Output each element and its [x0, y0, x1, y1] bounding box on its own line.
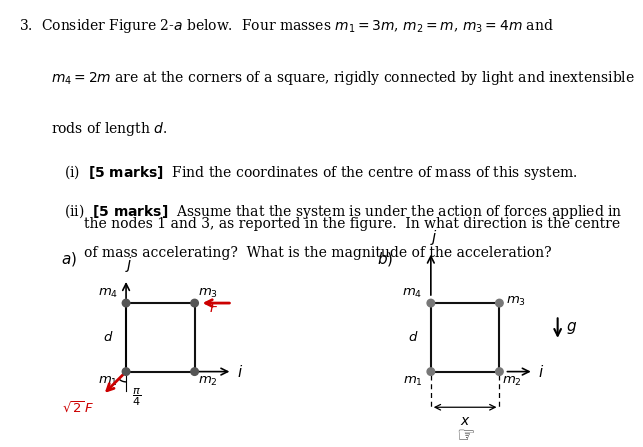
Text: $\sqrt{2}\,F$: $\sqrt{2}\,F$ [62, 401, 95, 416]
Circle shape [496, 368, 503, 375]
Circle shape [191, 299, 199, 307]
Circle shape [427, 368, 435, 375]
Text: $m_3$: $m_3$ [198, 287, 218, 299]
Text: $d$: $d$ [408, 330, 419, 344]
Text: $\dfrac{\pi}{4}$: $\dfrac{\pi}{4}$ [132, 387, 141, 408]
Circle shape [496, 299, 503, 307]
Text: (ii)  $\bf{[5\ marks]}$  Assume that the system is under the action of forces ap: (ii) $\bf{[5\ marks]}$ Assume that the s… [64, 202, 623, 221]
Text: $i$: $i$ [538, 363, 545, 380]
Text: $m_3$: $m_3$ [506, 295, 526, 308]
Text: of mass accelerating?  What is the magnitude of the acceleration?: of mass accelerating? What is the magnit… [84, 246, 551, 260]
Text: $m_4 = 2m$ are at the corners of a square, rigidly connected by light and inexte: $m_4 = 2m$ are at the corners of a squar… [51, 69, 635, 87]
Text: ☞: ☞ [456, 426, 475, 447]
Text: $a)$: $a)$ [61, 249, 77, 268]
Circle shape [191, 368, 199, 375]
Text: the nodes 1 and 3, as reported in the figure.  In what direction is the centre: the nodes 1 and 3, as reported in the fi… [84, 217, 620, 231]
Text: $x$: $x$ [460, 414, 471, 428]
Text: $m_4$: $m_4$ [403, 287, 422, 300]
Text: $j$: $j$ [430, 228, 437, 247]
Text: $F$: $F$ [209, 301, 219, 315]
Circle shape [122, 299, 130, 307]
Text: $m_4$: $m_4$ [98, 287, 118, 300]
Circle shape [122, 368, 130, 375]
Text: rods of length $d$.: rods of length $d$. [51, 120, 168, 138]
Text: $j$: $j$ [125, 255, 132, 274]
Text: $m_2$: $m_2$ [198, 375, 218, 388]
Text: $g$: $g$ [566, 320, 577, 336]
Circle shape [427, 299, 435, 307]
Text: 3.  Consider Figure 2-$a$ below.  Four masses $m_1 = 3m$, $m_2 = m$, $m_3 = 4m$ : 3. Consider Figure 2-$a$ below. Four mas… [19, 17, 554, 35]
Text: (i)  $\bf{[5\ marks]}$  Find the coordinates of the centre of mass of this syste: (i) $\bf{[5\ marks]}$ Find the coordinat… [64, 163, 578, 182]
Text: $b)$: $b)$ [377, 249, 394, 268]
Text: $i$: $i$ [237, 363, 243, 380]
Text: $m_1$: $m_1$ [98, 375, 118, 388]
Text: $m_2$: $m_2$ [502, 375, 522, 388]
Text: $m_1$: $m_1$ [403, 375, 422, 388]
Text: $d$: $d$ [104, 330, 114, 344]
